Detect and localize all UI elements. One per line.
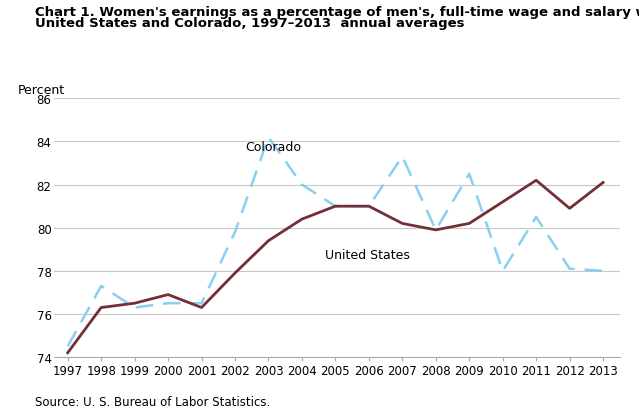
Text: United States and Colorado, 1997–2013  annual averages: United States and Colorado, 1997–2013 an…	[35, 17, 465, 30]
Text: United States: United States	[325, 248, 410, 261]
Text: Source: U. S. Bureau of Labor Statistics.: Source: U. S. Bureau of Labor Statistics…	[35, 395, 270, 408]
Text: Chart 1. Women's earnings as a percentage of men's, full-time wage and salary wo: Chart 1. Women's earnings as a percentag…	[35, 6, 639, 19]
Text: Colorado: Colorado	[245, 141, 301, 154]
Text: Percent: Percent	[17, 83, 65, 97]
